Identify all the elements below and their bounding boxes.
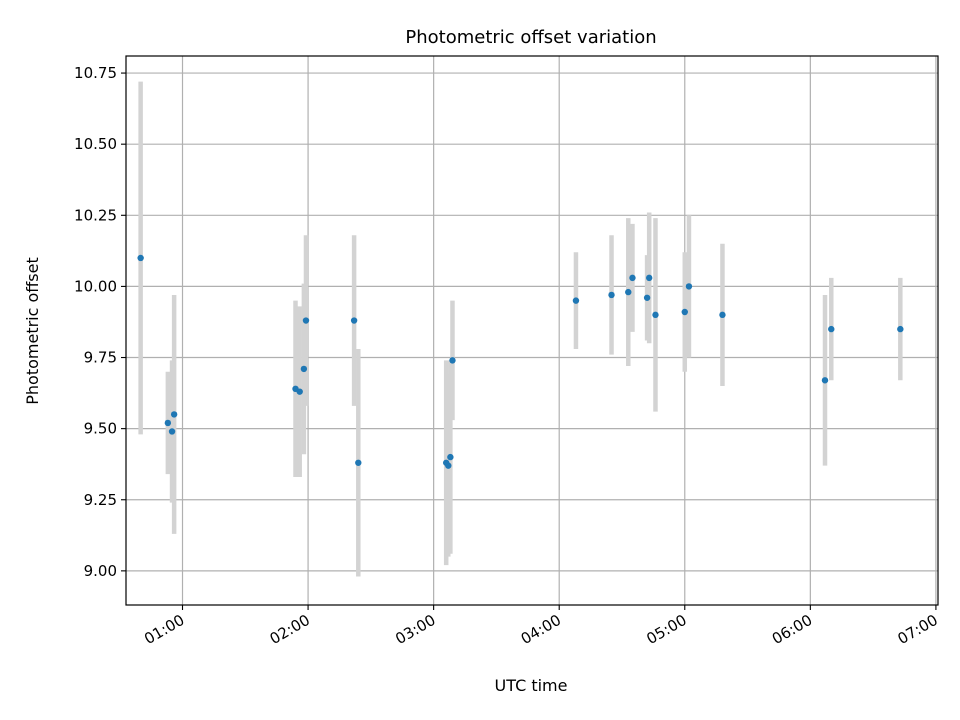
data-point [168,428,176,435]
y-tick-label: 10.50 [74,135,117,153]
data-point [828,325,835,333]
chart-title: Photometric offset variation [405,27,656,48]
x-axis-title: UTC time [495,676,568,695]
data-point [897,325,904,333]
y-tick-label: 10.75 [74,64,117,82]
y-tick-label: 10.25 [74,206,117,224]
data-point [629,274,636,282]
data-point [449,357,456,364]
data-point [300,365,308,373]
data-point [685,283,693,290]
data-point [355,459,362,466]
data-point [137,254,144,262]
data-point [625,288,632,296]
data-point [296,388,303,395]
plot-frame [125,55,939,606]
data-point [170,411,178,418]
y-tick-label: 9.25 [84,491,117,509]
data-point [447,453,454,461]
y-tick-label: 10.00 [74,277,117,295]
data-points [137,254,904,469]
data-point [608,291,615,299]
data-point [719,311,726,319]
y-tick-label: 9.75 [84,349,117,367]
data-point [302,317,310,324]
data-point [821,377,829,384]
data-point [164,419,172,427]
data-point [643,294,651,301]
data-point [645,274,653,282]
y-axis-title: Photometric offset [23,257,42,405]
data-point [350,317,358,324]
y-tick-label: 9.00 [84,562,117,580]
y-tick-label: 9.50 [84,420,117,438]
data-point [681,308,688,316]
data-point [445,462,452,469]
data-point [572,297,580,304]
data-point [652,311,659,319]
